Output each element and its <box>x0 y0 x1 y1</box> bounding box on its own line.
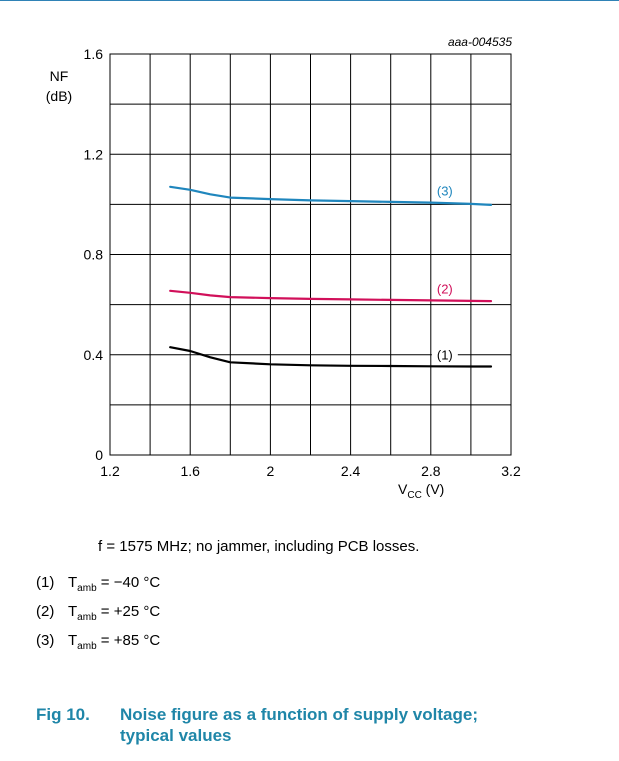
y-tick-label: 0 <box>95 447 103 463</box>
plot-area-border <box>109 53 512 456</box>
legend-subscript: amb <box>77 612 97 623</box>
legend-symbol: T <box>68 632 78 649</box>
legend-number: (2) <box>36 603 55 620</box>
series-label-backing <box>431 282 458 297</box>
series-line-2 <box>169 289 493 303</box>
x-axis-label: VCC (V) <box>398 481 444 501</box>
figure-code: aaa-004535 <box>448 35 512 49</box>
x-tick-label: 2.8 <box>421 463 441 479</box>
legend-value: = −40 °C <box>96 574 161 591</box>
legend-symbol: T <box>68 603 78 620</box>
legend-number: (3) <box>36 632 55 649</box>
top-rule <box>0 0 619 1</box>
y-tick-label: 1.6 <box>84 46 104 62</box>
figure-caption: Fig 10. Noise figure as a function of sup… <box>36 704 596 746</box>
y-tick-labels: 0 0.4 0.8 1.2 1.6 <box>84 46 104 463</box>
x-tick-label: 1.6 <box>180 463 200 479</box>
y-axis-unit: (dB) <box>46 88 72 104</box>
y-tick-label: 0.8 <box>84 247 104 263</box>
series-layer: (1) (2) (3) <box>169 184 493 368</box>
figure-number: Fig 10. <box>36 705 90 724</box>
series-label-backing <box>431 184 458 199</box>
y-axis-label: NF <box>50 68 69 84</box>
legend-subscript: amb <box>77 583 97 594</box>
test-condition-note: f = 1575 MHz; no jammer, including PCB l… <box>98 538 420 555</box>
y-tick-label: 1.2 <box>84 146 104 162</box>
legend-item-3: (3) Tamb = +85 °C <box>36 632 160 652</box>
legend-value: = +25 °C <box>96 603 161 620</box>
legend-item-1: (1) Tamb = −40 °C <box>36 574 160 594</box>
figure-title-line1: Noise figure as a function of supply vol… <box>120 705 478 724</box>
legend-item-2: (2) Tamb = +25 °C <box>36 603 160 623</box>
series-line-3 <box>169 185 493 206</box>
x-tick-labels: 1.2 1.6 2 2.4 2.8 3.2 <box>100 463 521 479</box>
legend-subscript: amb <box>77 641 97 652</box>
legend-symbol: T <box>68 574 78 591</box>
x-tick-label: 1.2 <box>100 463 120 479</box>
plot-frame <box>109 53 512 456</box>
series-label-3: (3) <box>437 184 453 199</box>
noise-figure-chart: (1) (2) (3) 1.2 1.6 2 2.4 2.8 3.2 0 0.4 0.8 1.2 1.6… <box>46 35 521 501</box>
series-label-backing <box>431 348 458 363</box>
x-tick-label: 2 <box>267 463 275 479</box>
figure-title-line2: typical values <box>120 726 232 745</box>
x-axis-label-main: V <box>398 481 408 497</box>
x-tick-label: 2.4 <box>341 463 361 479</box>
x-axis-label-unit: (V) <box>422 481 445 497</box>
legend-number: (1) <box>36 574 55 591</box>
series-label-2: (2) <box>437 281 453 296</box>
chart-grid <box>110 54 511 455</box>
legend-value: = +85 °C <box>96 632 161 649</box>
x-axis-label-sub: CC <box>407 490 421 501</box>
series-label-1: (1) <box>437 347 453 362</box>
y-tick-label: 0.4 <box>84 347 104 363</box>
series-line-1 <box>169 346 493 368</box>
x-tick-label: 3.2 <box>501 463 521 479</box>
